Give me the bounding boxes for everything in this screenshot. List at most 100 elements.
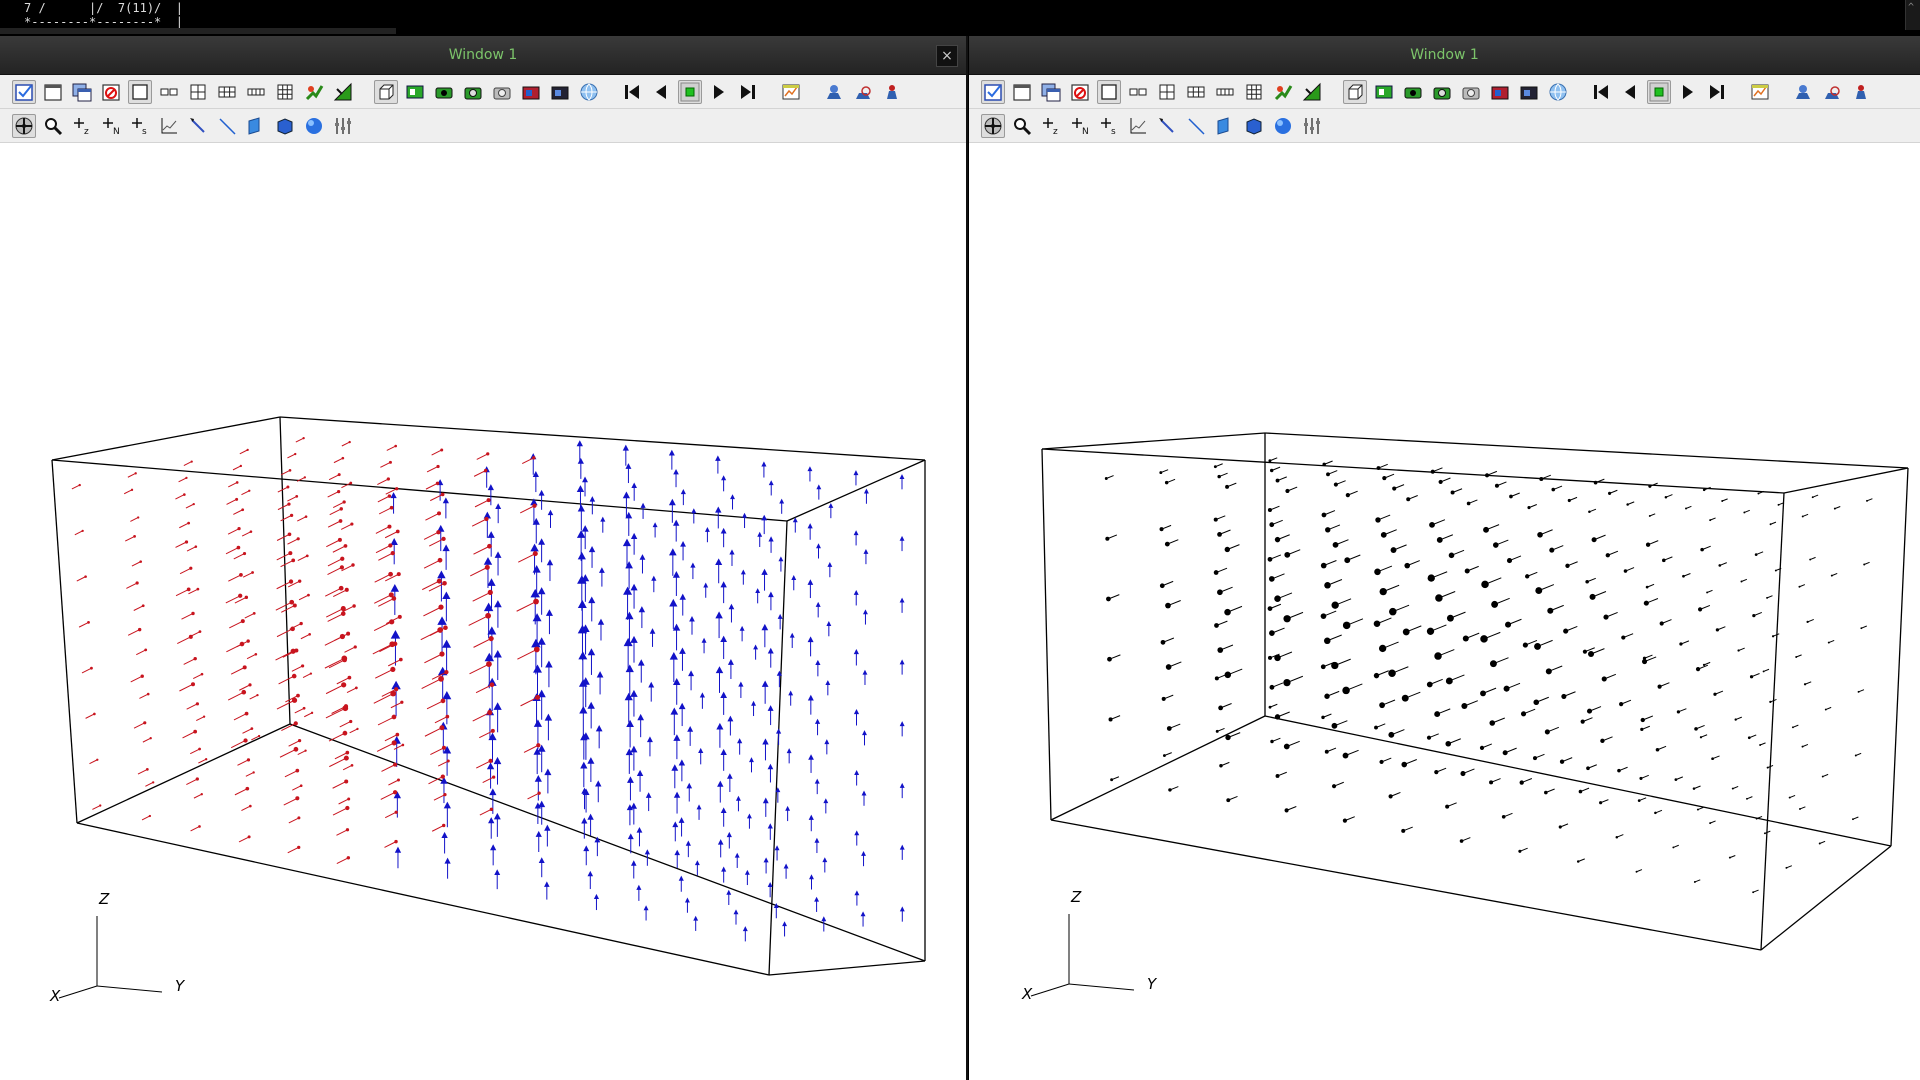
vector-arrow xyxy=(287,453,296,459)
probe-icon[interactable] xyxy=(1155,114,1179,138)
layout-3x3-icon[interactable] xyxy=(1242,80,1266,104)
layout-2x2-icon[interactable] xyxy=(1155,80,1179,104)
navigate-icon[interactable] xyxy=(12,113,36,138)
redo-icon[interactable] xyxy=(851,80,875,104)
node-pick-icon[interactable]: N xyxy=(1068,114,1092,138)
vector-head xyxy=(349,481,353,485)
spreadsheet-pick-icon[interactable]: s xyxy=(1097,114,1121,138)
keyframe-icon[interactable] xyxy=(519,80,543,104)
stop-icon[interactable] xyxy=(1647,79,1671,104)
undo-icon[interactable] xyxy=(1791,80,1815,104)
new-window-icon[interactable] xyxy=(1010,80,1034,104)
scroll-up-icon[interactable]: ^ xyxy=(1908,2,1915,13)
animate-icon[interactable] xyxy=(403,80,427,104)
line-icon[interactable] xyxy=(1184,114,1208,138)
spin-copy-icon[interactable] xyxy=(331,80,355,104)
zone-pick-icon[interactable]: z xyxy=(1039,114,1063,138)
plane-icon[interactable] xyxy=(1213,114,1237,138)
clear-icon[interactable] xyxy=(880,80,904,104)
layout-1x4-icon[interactable] xyxy=(1213,80,1237,104)
sphere-icon[interactable] xyxy=(302,114,326,138)
vector-head xyxy=(625,611,634,620)
keyframe-icon[interactable] xyxy=(1488,80,1512,104)
globe-icon[interactable] xyxy=(1546,80,1570,104)
zoom-icon[interactable] xyxy=(1010,114,1034,138)
save-movie-icon[interactable] xyxy=(432,80,456,104)
zone-pick-icon[interactable]: z xyxy=(70,114,94,138)
spin-copy-icon[interactable] xyxy=(1300,80,1324,104)
keyframe-dark-icon[interactable] xyxy=(548,80,572,104)
lock-view-icon[interactable] xyxy=(1271,80,1295,104)
vector-head xyxy=(347,797,351,801)
layout-2x3-icon[interactable] xyxy=(1184,80,1208,104)
delete-window-icon[interactable] xyxy=(99,80,123,104)
lock-view-icon[interactable] xyxy=(302,80,326,104)
keyframe-dark-icon[interactable] xyxy=(1517,80,1541,104)
camera-icon[interactable] xyxy=(461,80,485,104)
layout-1x1-icon[interactable] xyxy=(1097,79,1121,104)
layout-2x2-icon[interactable] xyxy=(186,80,210,104)
rewind-icon[interactable] xyxy=(1589,80,1613,104)
step-back-icon[interactable] xyxy=(1618,80,1642,104)
animate-icon[interactable] xyxy=(1372,80,1396,104)
terminal-scrollbar[interactable]: ^ xyxy=(1905,0,1920,30)
layout-2x3-icon[interactable] xyxy=(215,80,239,104)
probe-icon[interactable] xyxy=(186,114,210,138)
zoom-icon[interactable] xyxy=(41,114,65,138)
camera-gray-icon[interactable] xyxy=(490,80,514,104)
navigate-icon[interactable] xyxy=(981,113,1005,138)
slider-icon[interactable] xyxy=(331,114,355,138)
vector-head xyxy=(396,572,401,577)
save-movie-icon[interactable] xyxy=(1401,80,1425,104)
vector-head xyxy=(1799,808,1801,810)
vector-head xyxy=(486,661,492,668)
copy-window-icon[interactable] xyxy=(1039,80,1063,104)
spreadsheet-pick-icon[interactable]: s xyxy=(128,114,152,138)
window-titlebar[interactable]: Window 1 × xyxy=(0,36,966,75)
active-window-icon[interactable] xyxy=(981,79,1005,104)
line-plot-icon[interactable] xyxy=(1126,114,1150,138)
step-back-icon[interactable] xyxy=(649,80,673,104)
box-icon[interactable] xyxy=(273,114,297,138)
close-button[interactable]: × xyxy=(936,45,958,67)
layout-1x4-icon[interactable] xyxy=(244,80,268,104)
step-forward-icon[interactable] xyxy=(736,80,760,104)
plane-icon[interactable] xyxy=(244,114,268,138)
globe-icon[interactable] xyxy=(577,80,601,104)
layout-1x2-icon[interactable] xyxy=(157,80,181,104)
plot-canvas[interactable]: Z Y X xyxy=(969,181,1920,1080)
active-window-icon[interactable] xyxy=(12,79,36,104)
lineout-icon[interactable] xyxy=(1748,80,1772,104)
camera-icon[interactable] xyxy=(1430,80,1454,104)
layout-3x3-icon[interactable] xyxy=(273,80,297,104)
window-titlebar[interactable]: Window 1 xyxy=(969,36,1920,75)
plot-canvas[interactable]: Z Y X xyxy=(0,181,966,1080)
layout-1x1-icon[interactable] xyxy=(128,79,152,104)
vector-arrow xyxy=(1729,855,1736,859)
vector-head xyxy=(442,591,451,600)
undo-icon[interactable] xyxy=(822,80,846,104)
play-icon[interactable] xyxy=(1676,80,1700,104)
box-icon[interactable] xyxy=(1242,114,1266,138)
vector-arrow xyxy=(241,805,251,811)
copy-window-icon[interactable] xyxy=(70,80,94,104)
camera-gray-icon[interactable] xyxy=(1459,80,1483,104)
line-icon[interactable] xyxy=(215,114,239,138)
redo-icon[interactable] xyxy=(1820,80,1844,104)
stop-icon[interactable] xyxy=(678,79,702,104)
node-pick-icon[interactable]: N xyxy=(99,114,123,138)
view-3d-icon[interactable] xyxy=(1343,79,1367,104)
lineout-icon[interactable] xyxy=(779,80,803,104)
new-window-icon[interactable] xyxy=(41,80,65,104)
delete-window-icon[interactable] xyxy=(1068,80,1092,104)
clear-icon[interactable] xyxy=(1849,80,1873,104)
layout-1x2-icon[interactable] xyxy=(1126,80,1150,104)
vector-head xyxy=(1664,495,1668,499)
line-plot-icon[interactable] xyxy=(157,114,181,138)
view-3d-icon[interactable] xyxy=(374,79,398,104)
slider-icon[interactable] xyxy=(1300,114,1324,138)
sphere-icon[interactable] xyxy=(1271,114,1295,138)
play-icon[interactable] xyxy=(707,80,731,104)
rewind-icon[interactable] xyxy=(620,80,644,104)
step-forward-icon[interactable] xyxy=(1705,80,1729,104)
